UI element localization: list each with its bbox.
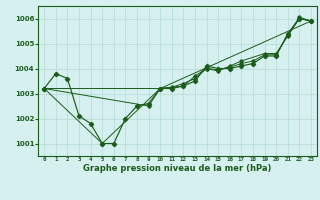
X-axis label: Graphe pression niveau de la mer (hPa): Graphe pression niveau de la mer (hPa) xyxy=(84,164,272,173)
